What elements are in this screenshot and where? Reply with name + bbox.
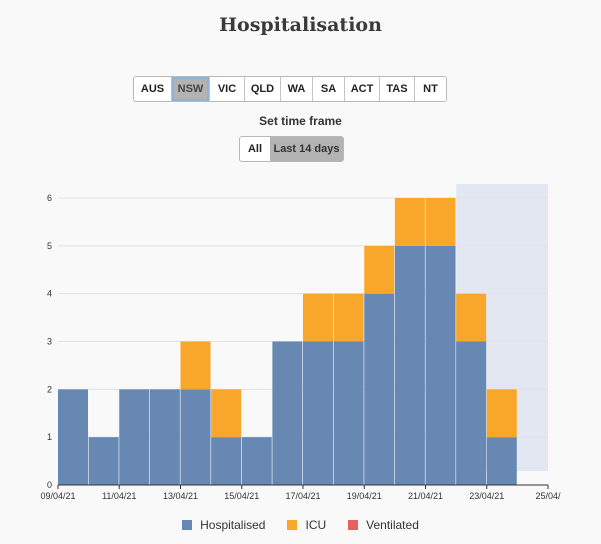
timeframe-option-last-14-days[interactable]: Last 14 days [270,137,343,161]
bar-hospitalised-8 [303,341,334,485]
bar-hospitalised-12 [425,245,456,485]
bar-hospitalised-1 [88,437,119,485]
x-tick-label: 17/04/21 [285,491,320,501]
bar-hospitalised-9 [333,341,364,485]
legend-item-icu[interactable]: ICU [287,518,326,532]
bar-hospitalised-6 [241,437,272,485]
bar-icu-8 [303,293,334,342]
y-tick-label: 4 [47,289,52,299]
legend-item-hospitalised[interactable]: Hospitalised [182,518,265,532]
legend-label: Hospitalised [200,518,266,532]
x-tick-label: 25/04/ [535,491,561,501]
timeframe-option-all[interactable]: All [247,143,263,155]
bar-icu-13 [456,293,487,342]
region-button-wa[interactable]: WA [281,77,313,101]
region-button-qld[interactable]: QLD [245,77,281,101]
region-button-nsw[interactable]: NSW [172,77,210,101]
page-title: Hospitalisation [219,14,382,36]
y-tick-label: 6 [47,193,52,203]
x-tick-label: 19/04/21 [347,491,382,501]
legend-item-ventilated[interactable]: Ventilated [348,518,419,532]
x-tick-label: 09/04/21 [40,491,75,501]
region-selector: AUS NSW VIC QLD WA SA ACT TAS NT [133,76,447,102]
legend-swatch [182,520,193,530]
region-button-nt[interactable]: NT [423,83,438,95]
x-tick-label: 21/04/21 [408,491,443,501]
legend-label: ICU [305,518,327,532]
bar-hospitalised-5 [211,437,242,485]
y-tick-label: 2 [47,384,52,394]
bar-hospitalised-14 [486,437,517,485]
bar-icu-9 [333,293,364,342]
bar-icu-14 [486,389,517,438]
x-tick-label: 15/04/21 [224,491,259,501]
bar-icu-5 [211,389,242,438]
bar-icu-10 [364,245,395,294]
y-tick-label: 0 [47,480,52,490]
legend-swatch [348,520,359,530]
x-tick-label: 11/04/21 [102,491,136,501]
y-tick-label: 1 [47,432,52,442]
region-button-vic[interactable]: VIC [210,77,245,101]
bar-hospitalised-2 [119,389,150,485]
legend-swatch [287,520,298,530]
bar-hospitalised-7 [272,341,303,485]
timeframe-selector: All Last 14 days [239,136,344,162]
legend-label: Ventilated [366,518,419,532]
bar-hospitalised-11 [394,245,425,485]
x-tick-label: 13/04/21 [163,491,198,501]
bar-hospitalised-3 [149,389,180,485]
bar-hospitalised-13 [456,341,487,485]
bar-hospitalised-4 [180,389,211,485]
region-button-tas[interactable]: TAS [380,77,415,101]
region-button-sa[interactable]: SA [313,77,345,101]
bar-icu-4 [180,341,211,390]
bar-icu-11 [394,198,425,246]
timeframe-label: Set time frame [259,114,342,128]
region-button-act[interactable]: ACT [345,77,380,101]
hospitalisation-chart: 0 1 2 3 4 5 6 09/04/21 11/04/21 13/04/21 15/04/21 1… [40,184,561,501]
y-tick-label: 5 [47,241,52,251]
bar-hospitalised-10 [364,293,395,485]
region-button-aus[interactable]: AUS [134,77,172,101]
bar-icu-12 [425,198,456,246]
y-tick-label: 3 [47,337,52,347]
bar-hospitalised-0 [58,389,89,485]
chart-legend: Hospitalised ICU Ventilated [0,518,601,532]
x-tick-label: 23/04/21 [469,491,504,501]
